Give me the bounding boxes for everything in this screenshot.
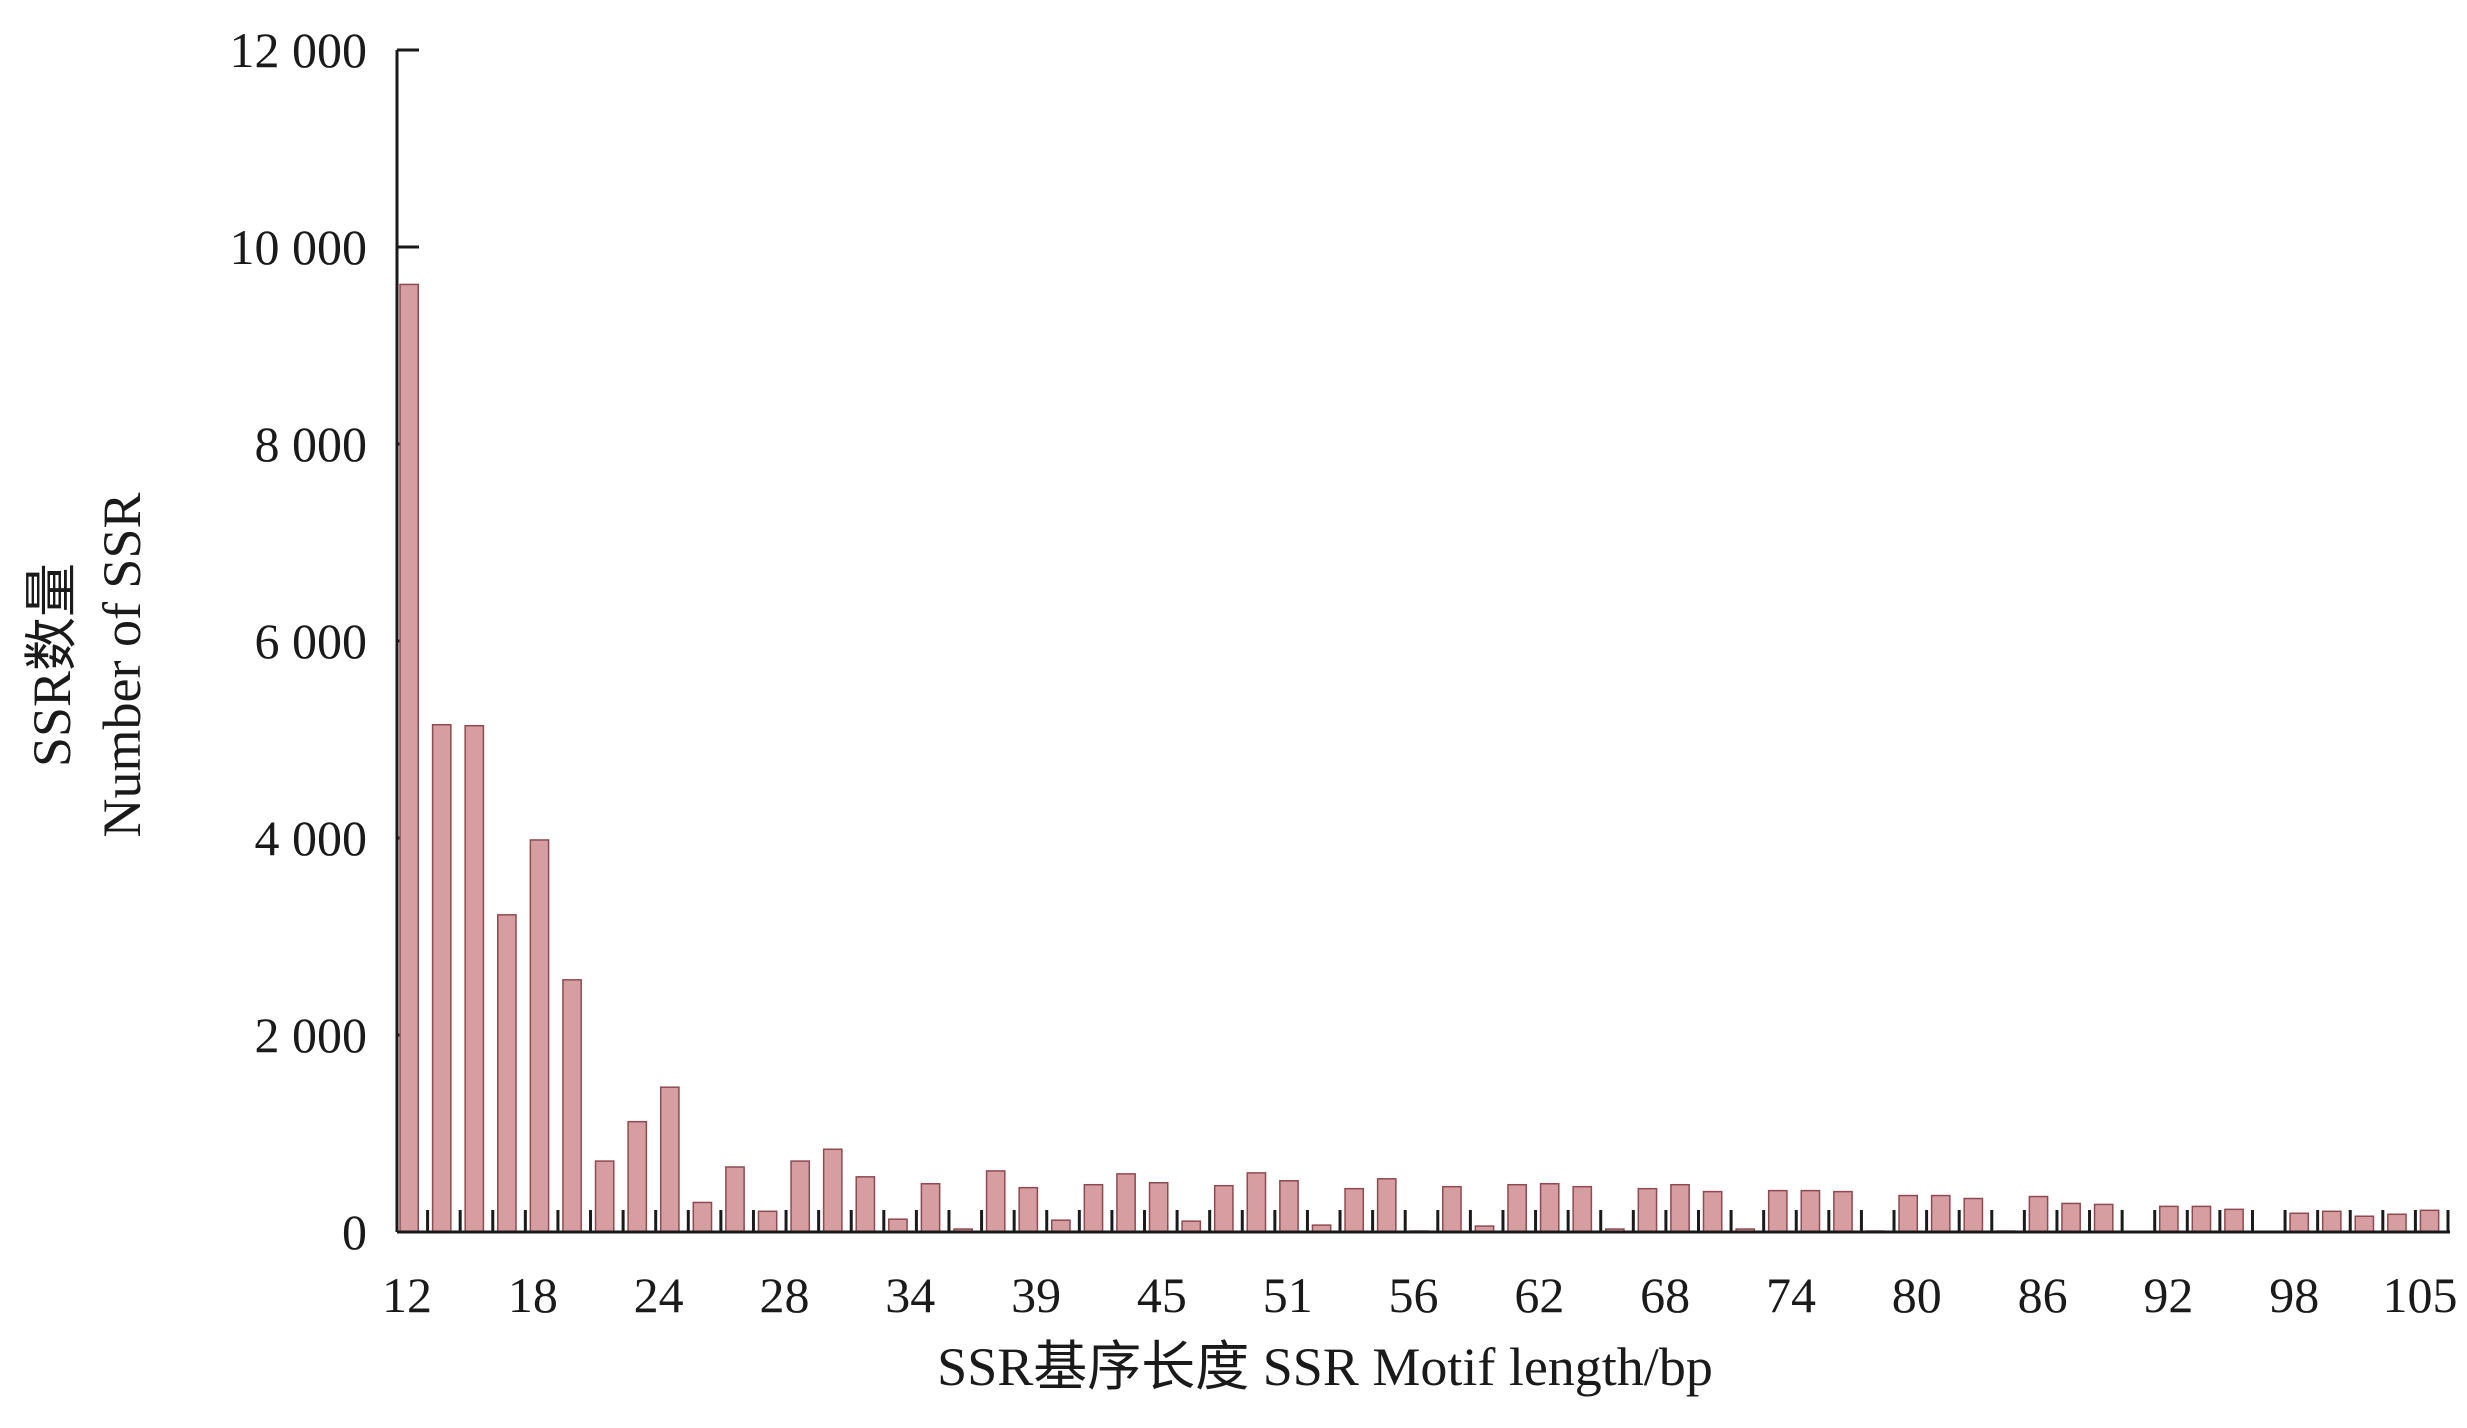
bar [757,1210,778,1233]
bar [1800,1189,1821,1233]
bar [2387,1213,2407,1233]
x-tick-label: 86 [2018,1267,2068,1323]
bar [1344,1187,1365,1233]
x-tick-label: 51 [1263,1267,1313,1323]
bar [2321,1210,2342,1233]
bar [985,1170,1006,1233]
bar [1376,1178,1397,1233]
bar [1702,1190,1723,1233]
bar [627,1120,648,1233]
x-tick-label: 56 [1389,1267,1439,1323]
bar [562,979,582,1233]
x-axis-ticks [426,1210,2450,1232]
x-tick-label: 18 [508,1267,558,1323]
x-tick-label: 105 [2383,1267,2458,1323]
bar [1083,1183,1104,1233]
bar [1442,1185,1462,1233]
x-tick-label: 62 [1514,1267,1564,1323]
bar [594,1160,615,1233]
bar [1213,1184,1234,1233]
bar [1018,1186,1039,1233]
bar [1539,1182,1560,1233]
x-tick-label: 28 [759,1267,809,1323]
bar [2191,1205,2212,1233]
bar [1507,1183,1527,1233]
bar [1767,1189,1788,1233]
x-tick-label: 24 [634,1267,684,1323]
bar [2158,1205,2179,1233]
bar [1637,1187,1658,1233]
x-axis-title: SSR基序长度 SSR Motif length/bp [937,1337,1713,1397]
bar [431,723,452,1233]
y-axis-title: SSR数量 Number of SSR [22,492,152,837]
bar [1246,1172,1267,1233]
x-tick-label: 92 [2143,1267,2193,1323]
bar [692,1201,713,1233]
y-tick-label: 12 000 [230,22,368,78]
bar [659,1086,680,1233]
bar [855,1176,876,1233]
bar [1833,1190,1853,1233]
bar [790,1160,811,1233]
y-tick-label: 8 000 [255,416,368,472]
bar-series [399,283,2440,1233]
bar [2419,1209,2440,1233]
bar [2093,1203,2114,1233]
y-tick-label: 6 000 [255,613,368,669]
bar [1116,1173,1136,1233]
bar [1963,1197,1984,1233]
y-tick-labels: 0 2 000 4 000 6 000 8 000 10 000 12 000 [230,22,368,1260]
x-tick-label: 68 [1640,1267,1690,1323]
x-tick-label: 80 [1892,1267,1942,1323]
bar [1572,1185,1593,1233]
bar [2289,1212,2310,1233]
bar [2061,1202,2081,1233]
bar [399,283,419,1233]
bar [1279,1180,1299,1233]
x-tick-label: 98 [2269,1267,2319,1323]
y-tick-label: 2 000 [255,1007,368,1063]
bar [2028,1195,2049,1233]
bar [888,1218,908,1233]
bar [464,724,485,1233]
y-tick-label: 0 [342,1204,367,1260]
bar [1050,1219,1071,1233]
y-tick-label: 10 000 [230,219,368,275]
y-axis-title-line2: Number of SSR [92,492,152,837]
x-tick-label: 12 [382,1267,432,1323]
y-axis-title-line1: SSR数量 [22,563,82,767]
bar [2354,1215,2375,1233]
y-tick-label: 4 000 [255,810,368,866]
bar [920,1182,941,1233]
bar [1181,1220,1202,1233]
bar [725,1166,745,1233]
bar [497,914,517,1233]
bar [1898,1194,1919,1233]
x-tick-labels: 12 18 24 28 34 39 45 51 56 62 68 74 80 86 92 98 105 [382,1267,2458,1323]
bar [529,839,550,1233]
x-tick-label: 45 [1137,1267,1187,1323]
bar [1148,1182,1169,1233]
x-tick-label: 39 [1011,1267,1061,1323]
bar [2224,1208,2244,1233]
bar [822,1148,843,1233]
x-tick-label: 34 [885,1267,935,1323]
bar [1930,1194,1951,1233]
x-tick-label: 74 [1766,1267,1816,1323]
bar [1670,1183,1690,1233]
